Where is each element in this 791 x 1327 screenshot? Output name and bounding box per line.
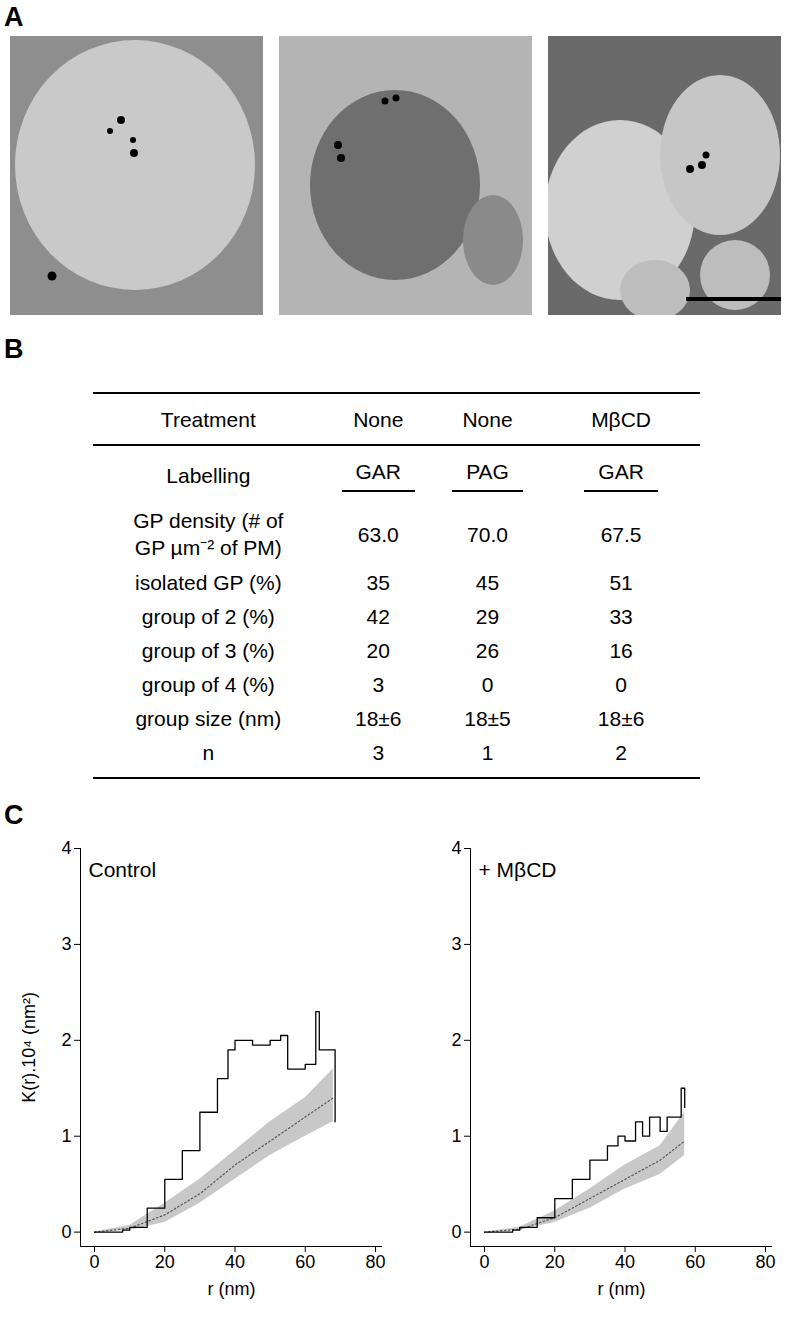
html-text:GP density (# of: GP density (# of [133, 509, 284, 532]
html-text:70.0: 70.0 [467, 523, 508, 546]
html-text:51: 51 [609, 571, 633, 594]
svg-text:4: 4 [61, 838, 71, 858]
html-text:group of 3 (%): group of 3 (%) [141, 639, 275, 662]
svg-text:2: 2 [451, 1030, 461, 1050]
html-text:0: 0 [481, 673, 494, 696]
html-text:3: 3 [372, 673, 385, 696]
html-text:Labelling: Labelling [166, 464, 251, 487]
html-text:3: 3 [372, 741, 385, 764]
svg-text:20: 20 [155, 1252, 175, 1272]
html-text:A: A [4, 2, 24, 32]
svg-text:80: 80 [365, 1252, 385, 1272]
html-text:isolated GP (%): isolated GP (%) [135, 571, 282, 594]
svg-text:3: 3 [451, 934, 461, 954]
html-text:None: None [353, 408, 404, 431]
svg-text:3: 3 [61, 934, 71, 954]
html-text:GAR: GAR [598, 460, 644, 483]
html-text:GAR: GAR [355, 460, 401, 483]
html-text:18±6: 18±6 [355, 707, 402, 730]
html-text:29: 29 [475, 605, 500, 628]
svg-text:r (nm): r (nm) [208, 1279, 256, 1299]
html-text:group of 2 (%): group of 2 (%) [141, 605, 275, 628]
svg-text:1: 1 [61, 1126, 71, 1146]
html-text:2: 2 [615, 741, 627, 764]
svg-text:60: 60 [685, 1252, 705, 1272]
svg-text:0: 0 [90, 1252, 100, 1272]
html-text:C: C [4, 800, 24, 830]
html-text:B: B [4, 334, 24, 364]
html-text:18±5: 18±5 [464, 707, 511, 730]
html-text:42: 42 [366, 605, 390, 628]
svg-text:K(r).10⁴ (nm²): K(r).10⁴ (nm²) [19, 992, 39, 1103]
svg-text:+ MβCD: + MβCD [479, 858, 557, 881]
html-text:16: 16 [609, 639, 633, 662]
svg-text:20: 20 [545, 1252, 565, 1272]
svg-text:2: 2 [61, 1030, 71, 1050]
html-text:67.5: 67.5 [600, 523, 642, 546]
svg-text:0: 0 [61, 1222, 71, 1242]
html-text:group size (nm): group size (nm) [135, 707, 282, 730]
html-text:group of 4 (%): group of 4 (%) [141, 673, 275, 696]
svg-text:40: 40 [225, 1252, 245, 1272]
html-text:0: 0 [615, 673, 627, 696]
html-text:20: 20 [366, 639, 390, 662]
html-text:33: 33 [609, 605, 633, 628]
svg-text:60: 60 [295, 1252, 315, 1272]
html-text:45: 45 [475, 571, 500, 594]
svg-text:0: 0 [480, 1252, 490, 1272]
html-text:None: None [462, 408, 513, 431]
svg-text:r (nm): r (nm) [598, 1279, 646, 1299]
html-text:1: 1 [481, 741, 494, 764]
html-text:35: 35 [366, 571, 390, 594]
svg-text:80: 80 [755, 1252, 775, 1272]
html-text:Treatment: Treatment [160, 408, 256, 431]
svg-text:1: 1 [451, 1126, 461, 1146]
html-text:26: 26 [475, 639, 500, 662]
svg-text:40: 40 [615, 1252, 635, 1272]
html-text:n: n [202, 741, 215, 764]
html-text:PAG: PAG [466, 460, 509, 483]
html-text:63.0: 63.0 [357, 523, 399, 546]
html-text:MβCD: MβCD [591, 408, 651, 431]
html-text:GP µm⁻² of PM): GP µm⁻² of PM) [134, 536, 282, 559]
svg-text:4: 4 [451, 838, 461, 858]
svg-text:Control: Control [89, 858, 157, 881]
svg-text:0: 0 [451, 1222, 461, 1242]
html-text:18±6: 18±6 [597, 707, 645, 730]
